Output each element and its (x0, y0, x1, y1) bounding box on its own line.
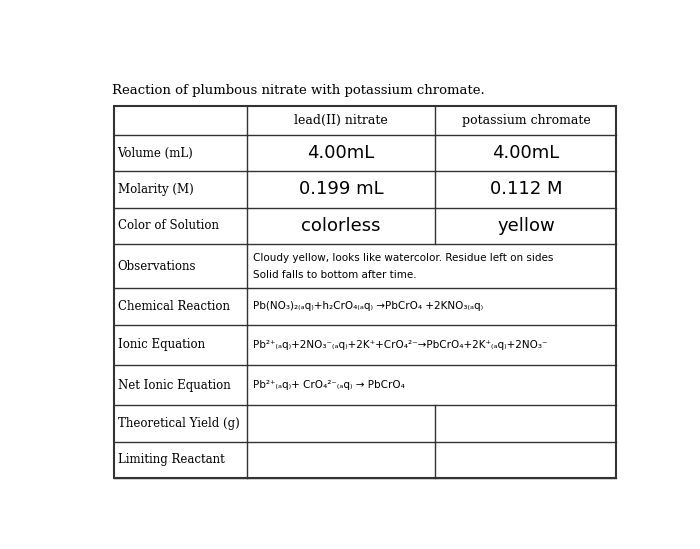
Text: lead(II) nitrate: lead(II) nitrate (294, 114, 388, 127)
Text: Volume (mL): Volume (mL) (118, 147, 193, 160)
Text: Reaction of plumbous nitrate with potassium chromate.: Reaction of plumbous nitrate with potass… (112, 83, 484, 97)
Text: Observations: Observations (118, 260, 196, 273)
Text: Pb(NO₃)₂₍ₐq₎+h₂CrO₄₍ₐq₎ →PbCrO₄ +2KNO₃₍ₐq₎: Pb(NO₃)₂₍ₐq₎+h₂CrO₄₍ₐq₎ →PbCrO₄ +2KNO₃₍ₐ… (253, 301, 483, 311)
Text: colorless: colorless (302, 217, 381, 235)
Text: 0.112 M: 0.112 M (490, 181, 562, 198)
Text: 4.00mL: 4.00mL (307, 144, 374, 162)
Text: Ionic Equation: Ionic Equation (118, 338, 204, 351)
Text: Color of Solution: Color of Solution (118, 220, 218, 232)
Text: Cloudy yellow, looks like watercolor. Residue left on sides: Cloudy yellow, looks like watercolor. Re… (253, 253, 553, 263)
Text: yellow: yellow (497, 217, 555, 235)
Text: Pb²⁺₍ₐq₎+2NO₃⁻₍ₐq₎+2K⁺+CrO₄²⁻→PbCrO₄+2K⁺₍ₐq₎+2NO₃⁻: Pb²⁺₍ₐq₎+2NO₃⁻₍ₐq₎+2K⁺+CrO₄²⁻→PbCrO₄+2K⁺… (253, 340, 547, 350)
Bar (113, 106, 617, 478)
Text: potassium chromate: potassium chromate (461, 114, 590, 127)
Text: 0.199 mL: 0.199 mL (299, 181, 384, 198)
Text: Theoretical Yield (g): Theoretical Yield (g) (118, 417, 239, 430)
Text: Chemical Reaction: Chemical Reaction (118, 300, 230, 313)
Text: Pb²⁺₍ₐq₎+ CrO₄²⁻₍ₐq₎ → PbCrO₄: Pb²⁺₍ₐq₎+ CrO₄²⁻₍ₐq₎ → PbCrO₄ (253, 380, 405, 390)
Text: 4.00mL: 4.00mL (492, 144, 559, 162)
Text: Limiting Reactant: Limiting Reactant (118, 453, 224, 466)
Text: Net Ionic Equation: Net Ionic Equation (118, 379, 230, 391)
Text: Solid falls to bottom after time.: Solid falls to bottom after time. (253, 270, 416, 279)
Text: Molarity (M): Molarity (M) (118, 183, 193, 196)
